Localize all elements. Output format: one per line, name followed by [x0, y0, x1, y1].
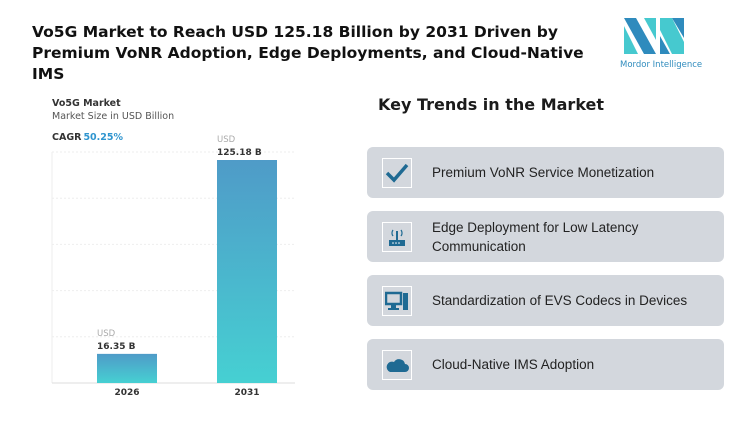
data-label: 125.18 B [217, 148, 262, 158]
trend-label: Edge Deployment for Low Latency Communic… [432, 219, 639, 254]
bar-2031 [217, 160, 277, 383]
unit-label: USD [217, 135, 236, 145]
mordor-intelligence-logo: Mordor Intelligence [620, 18, 703, 70]
x-tick-label: 2031 [234, 388, 259, 398]
checkmark-icon [382, 157, 412, 188]
trend-card-ims: Cloud-Native IMS Adoption [367, 339, 724, 390]
trends-heading: Key Trends in the Market [378, 95, 605, 114]
cloud-icon [382, 349, 412, 380]
page-title: Vo5G Market to Reach USD 125.18 Billion … [32, 23, 584, 83]
router-icon [382, 221, 412, 252]
trend-label: Standardization of EVS Codecs in Devices [432, 293, 688, 308]
computer-icon [382, 285, 412, 316]
logo-text: Mordor Intelligence [620, 60, 703, 70]
logo-mark-icon [624, 18, 684, 54]
trend-card-edge: Edge Deployment for Low Latency Communic… [367, 211, 724, 262]
x-tick-label: 2026 [114, 388, 139, 398]
bar-2026 [97, 353, 157, 383]
cagr-value: 50.25% [83, 132, 124, 143]
trend-label: Premium VoNR Service Monetization [432, 165, 655, 180]
trend-label: Cloud-Native IMS Adoption [432, 357, 595, 372]
trend-card-vonr: Premium VoNR Service Monetization [367, 147, 724, 198]
cagr-text: CAGR [52, 132, 82, 143]
chart-subtitle: Market Size in USD Billion [52, 111, 175, 122]
bar-chart: USD 16.35 B 2026 USD 125.18 B 2031 [51, 135, 295, 398]
cagr-label: CAGR 50.25% [52, 132, 123, 143]
trend-card-evs: Standardization of EVS Codecs in Devices [367, 275, 724, 326]
data-label: 16.35 B [97, 342, 136, 352]
unit-label: USD [97, 329, 116, 339]
chart-title: Vo5G Market [52, 98, 121, 109]
